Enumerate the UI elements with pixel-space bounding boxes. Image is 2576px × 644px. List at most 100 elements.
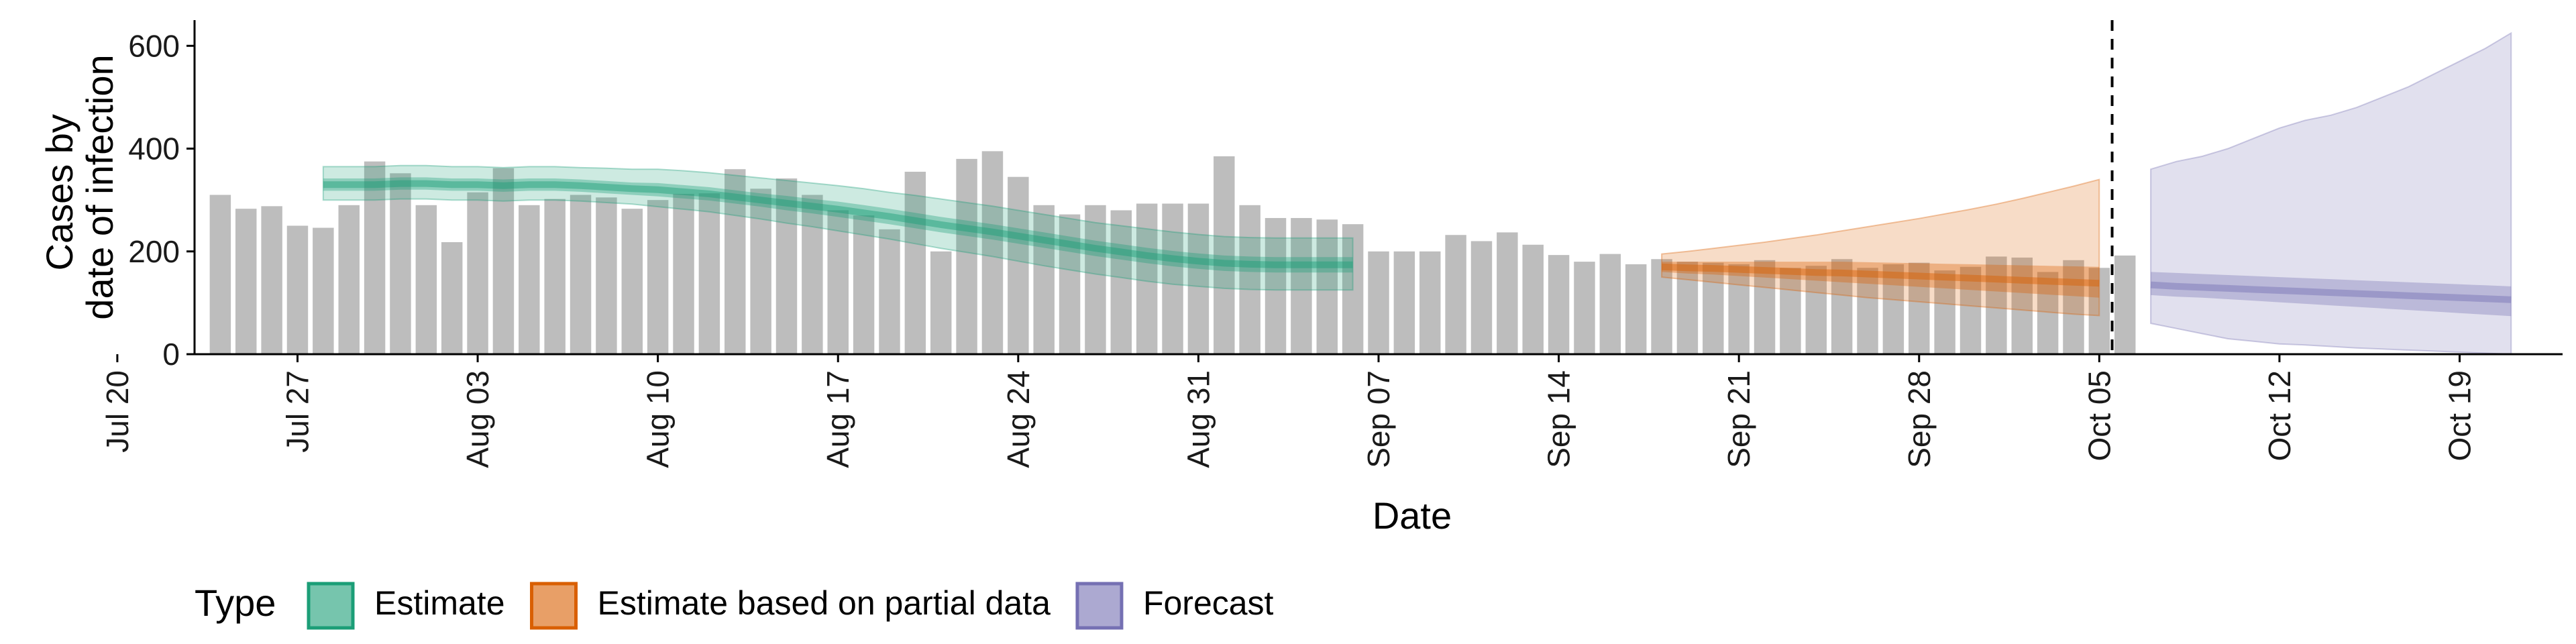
bar	[544, 199, 566, 354]
bar	[2011, 257, 2033, 354]
bar	[1368, 251, 1389, 354]
bar	[802, 195, 823, 354]
inner-interval-band	[323, 177, 1353, 273]
bar	[673, 193, 694, 354]
x-tick-label: Jul 20	[100, 370, 135, 453]
bar	[775, 178, 798, 354]
inner-interval-band	[2151, 272, 2512, 317]
y-tick-label: 0	[162, 337, 180, 372]
bar	[1265, 217, 1287, 354]
bar	[467, 192, 488, 354]
bar	[930, 251, 952, 354]
bar	[1059, 214, 1081, 354]
x-tick-label: Aug 10	[641, 370, 676, 468]
bar	[2088, 268, 2110, 354]
bar	[1419, 251, 1441, 354]
x-tick-label: Sep 07	[1361, 370, 1396, 468]
bar	[1574, 262, 1595, 354]
bar	[1497, 232, 1518, 354]
bar	[261, 206, 282, 354]
bar	[724, 169, 746, 354]
x-axis-ticks: Jul 20 Jul 27 Aug 03 Aug 10 Aug 17 Aug 24 Aug …	[100, 354, 2477, 468]
bar	[1110, 210, 1132, 354]
median-line	[1661, 263, 2100, 287]
bar	[492, 168, 515, 354]
bar	[1008, 176, 1029, 354]
x-tick-label: Sep 21	[1721, 370, 1756, 468]
inner-interval-band	[1662, 262, 2100, 298]
series-forecast	[2150, 32, 2512, 356]
bar	[364, 161, 386, 354]
outer-interval-band	[322, 164, 1354, 291]
y-tick-label: 200	[128, 234, 180, 269]
bar	[1780, 268, 1801, 354]
bar	[596, 197, 617, 354]
x-tick-label: Aug 24	[1001, 370, 1036, 468]
bar	[1342, 224, 1364, 354]
bar	[1651, 259, 1672, 354]
bar	[519, 205, 540, 354]
bar	[981, 151, 1004, 354]
legend-label: Estimate	[374, 584, 505, 622]
series-estimate-based-on-partial-data	[1661, 178, 2100, 317]
legend-swatch	[1075, 582, 1124, 630]
x-tick-label: Oct 19	[2443, 370, 2477, 462]
legend: Type Estimate Estimate based on partial d…	[195, 582, 1274, 630]
x-axis-title: Date	[1373, 494, 1452, 537]
bar	[647, 200, 669, 354]
x-tick-label: Aug 17	[820, 370, 855, 468]
x-tick-label: Oct 05	[2082, 370, 2116, 462]
bar	[1882, 264, 1904, 354]
bar	[338, 205, 360, 354]
bar	[2037, 272, 2059, 354]
y-axis-title-line-2: date of infection	[78, 54, 121, 319]
x-tick-label: Aug 31	[1181, 370, 1216, 468]
bar	[1162, 203, 1183, 354]
x-tick-label: Aug 03	[460, 370, 495, 468]
y-axis-title-line-1: Cases by	[38, 114, 80, 270]
bar	[1393, 251, 1415, 354]
bar	[570, 195, 592, 354]
bar	[879, 229, 900, 354]
y-axis-ticks: 0 200 400 600	[128, 28, 195, 372]
bar	[415, 205, 437, 354]
legend-label: Forecast	[1143, 584, 1274, 622]
x-tick-label: Sep 28	[1902, 370, 1937, 468]
bar	[1136, 203, 1158, 354]
bar	[1754, 260, 1776, 354]
median-line	[323, 180, 1353, 268]
bar	[1857, 268, 1878, 354]
bar	[853, 215, 875, 354]
bar	[827, 210, 849, 354]
bar	[1214, 156, 1235, 354]
bar	[1986, 256, 2007, 354]
bar	[1291, 217, 1312, 354]
median-line	[2150, 281, 2512, 303]
outer-interval-band	[1661, 178, 2100, 317]
bar	[235, 209, 257, 354]
x-tick-label: Jul 27	[280, 370, 315, 453]
bar	[1599, 254, 1621, 354]
bar	[621, 209, 643, 354]
bar	[1187, 203, 1210, 354]
bar	[1703, 262, 1724, 354]
bar	[1316, 219, 1338, 354]
bar	[2114, 255, 2136, 354]
bar	[1522, 244, 1544, 354]
bar	[313, 227, 334, 354]
x-tick-label: Oct 12	[2262, 370, 2297, 462]
legend-swatch	[307, 582, 355, 630]
legend-label: Estimate based on partial data	[598, 584, 1051, 622]
bar	[441, 241, 463, 354]
series-estimate	[322, 164, 1354, 291]
bar	[1548, 255, 1570, 354]
bar	[1728, 264, 1750, 354]
bar	[1960, 266, 1982, 354]
x-tick-label: Sep 14	[1542, 370, 1576, 468]
bar-series	[209, 151, 2136, 354]
y-tick-label: 600	[128, 28, 180, 63]
bar	[1445, 235, 1466, 354]
y-axis-title: Cases by date of infection	[38, 54, 121, 319]
bar	[1033, 205, 1055, 354]
